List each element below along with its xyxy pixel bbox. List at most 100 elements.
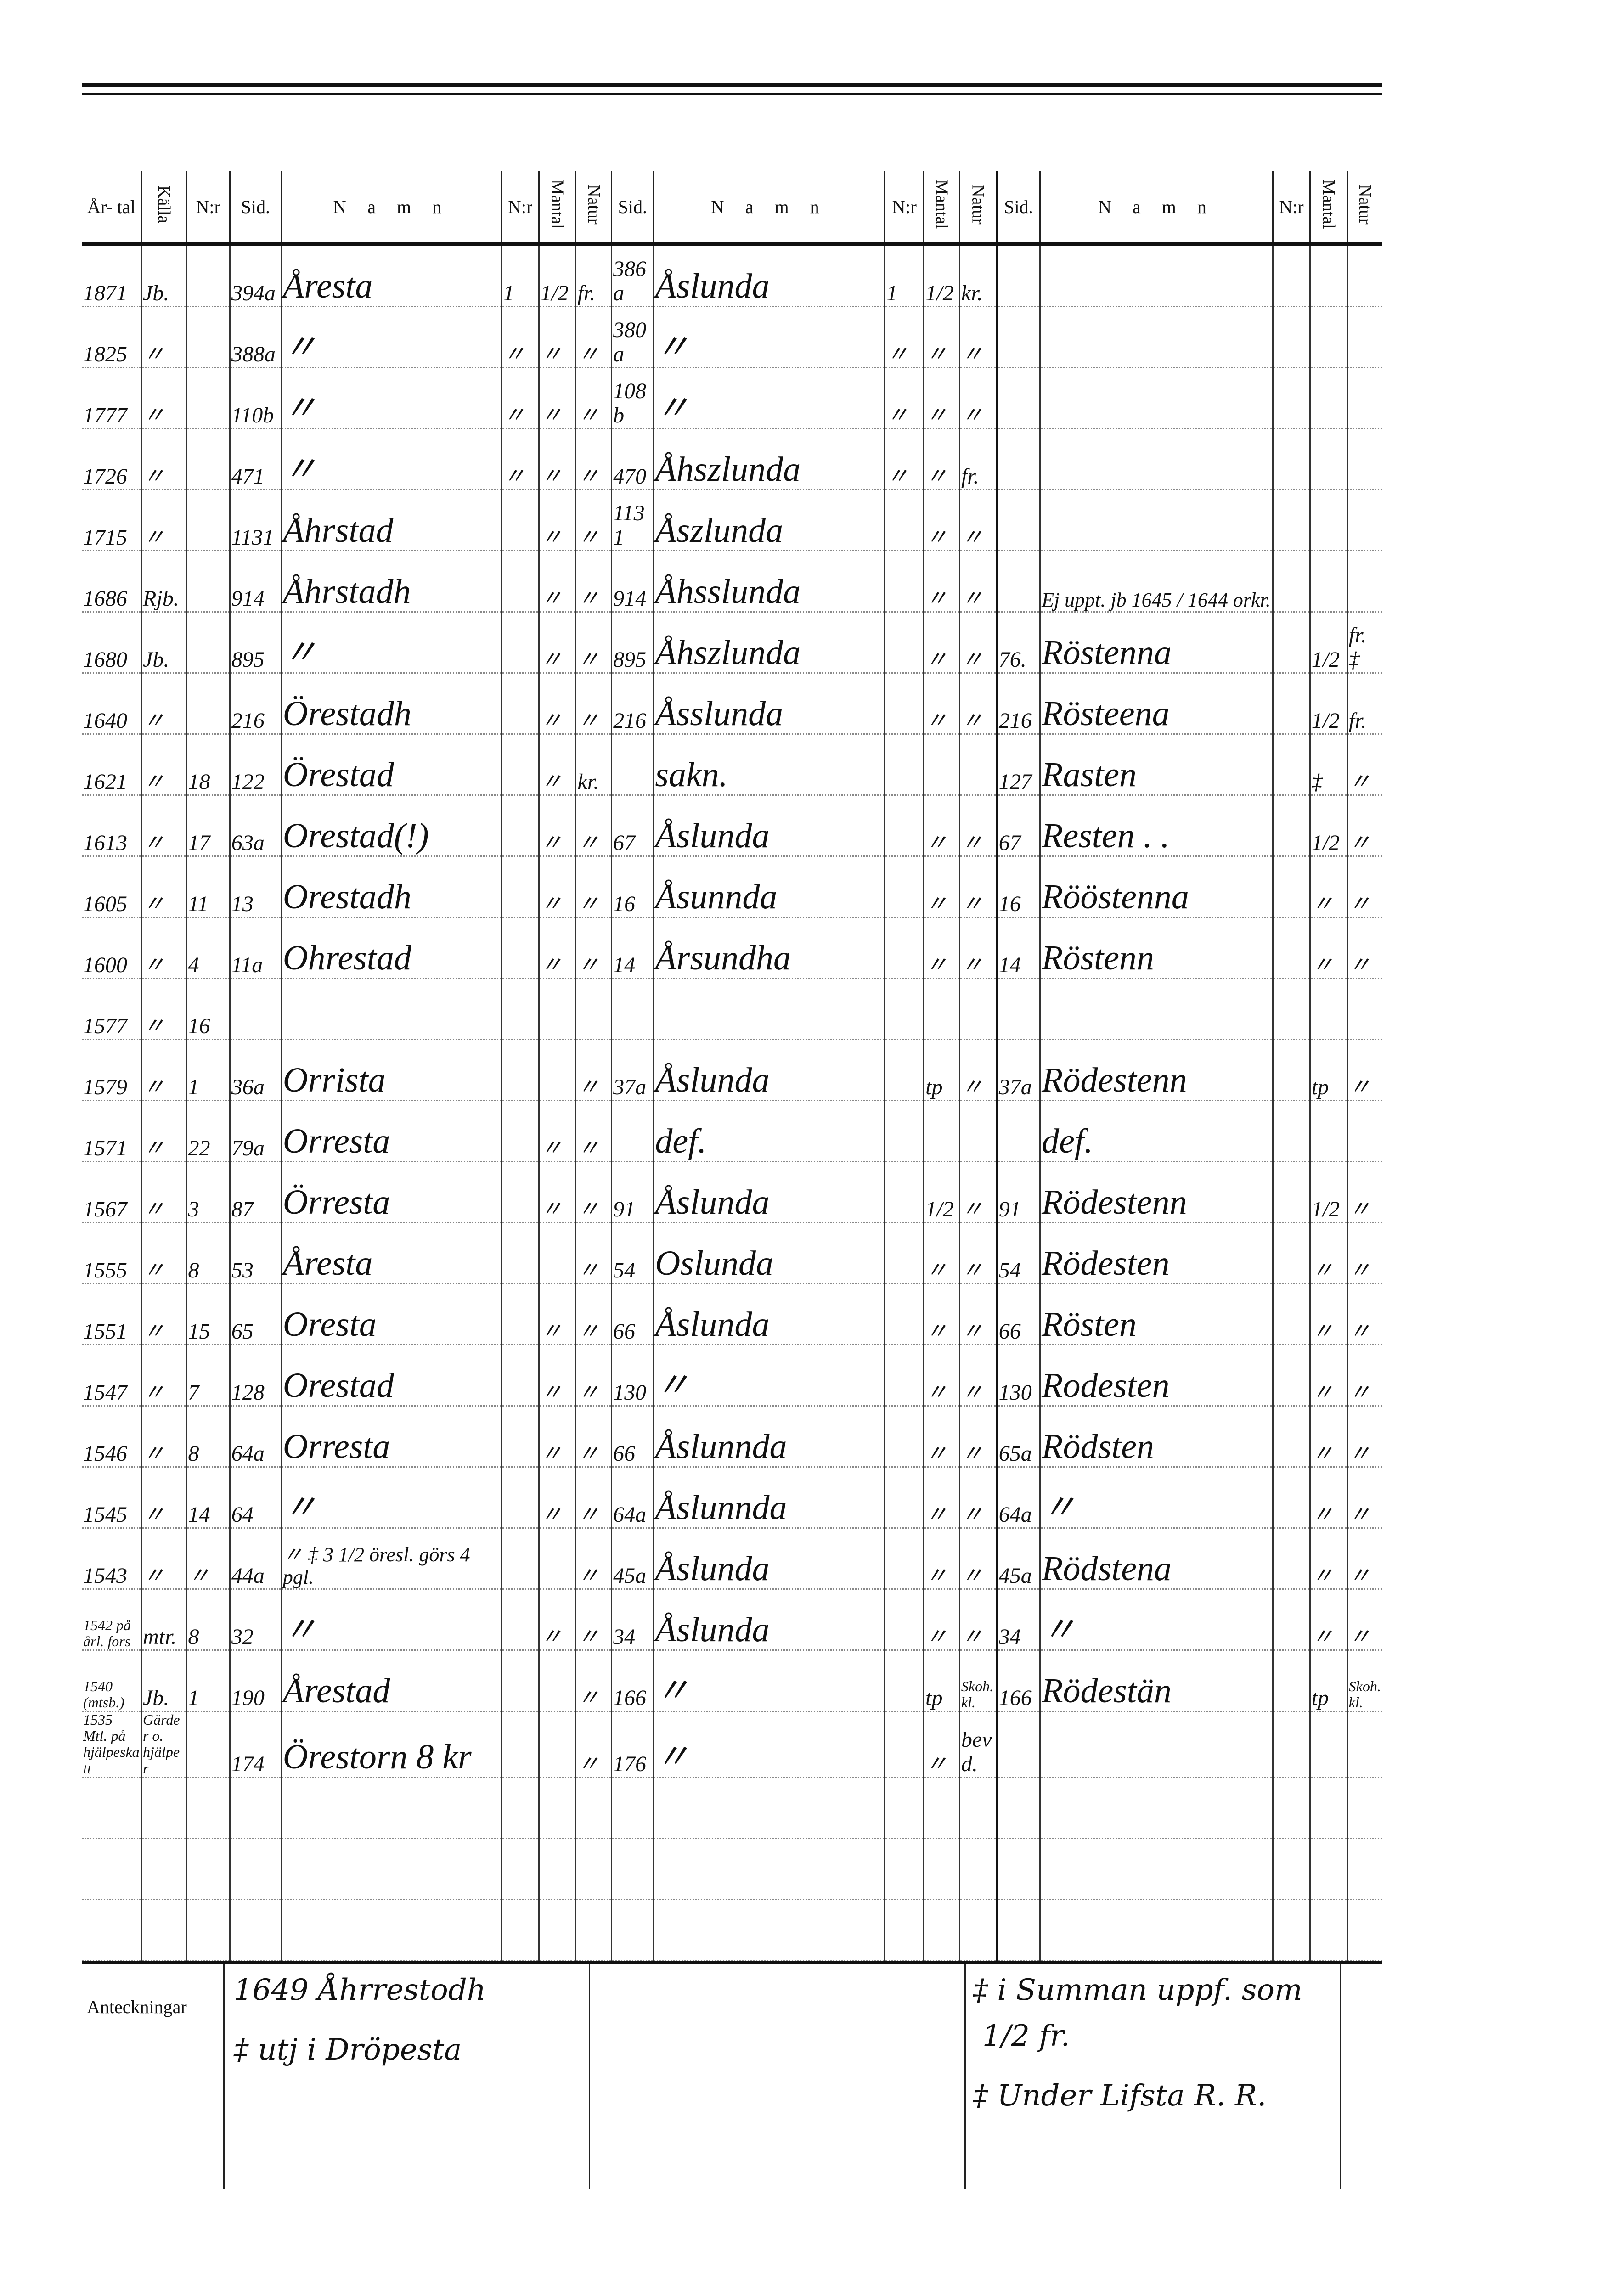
cell-mantal: 1/2 — [1309, 795, 1347, 857]
cell-natur: 〃 — [958, 367, 997, 429]
table-row: 1600 〃 4 11a Ohrestad 〃〃 14 Årsundha 〃〃 14 Röstenn… — [82, 917, 1382, 979]
cell-natur: Skoh. kl. — [1346, 1650, 1382, 1712]
cell-kalla: Jb. — [141, 244, 186, 307]
cell-kalla: mtr. — [141, 1589, 186, 1651]
cell-natur: fr. — [1346, 673, 1382, 735]
cell-sid: 67 — [611, 795, 654, 857]
table-row: 1542 på årl. fors mtr. 8 32 〃〃〃 34 Åslunda 〃〃 34… — [82, 1589, 1382, 1651]
cell-kalla: 〃 — [141, 1345, 186, 1407]
cell-natur: 〃 — [958, 673, 997, 735]
cell-natur: fr. ‡ — [1346, 612, 1382, 674]
cell-namn — [280, 1899, 502, 1961]
cell-nr — [501, 612, 539, 674]
cell-natur: 〃 — [958, 1222, 997, 1284]
cell-natur: 〃 — [958, 612, 997, 674]
cell-mantal: 〃 — [923, 490, 960, 551]
table-row: 1546 〃 8 64a Orresta 〃〃 66 Åslunnda 〃〃 65a Rödsten… — [82, 1406, 1382, 1468]
cell-sid — [611, 1100, 654, 1162]
cell-mantal: 〃 — [923, 795, 960, 857]
cell-natur — [1346, 1100, 1382, 1162]
table-row: 1871 Jb. 394a Åresta 1 1/2 fr. 386a Åslunda 1 1/2 k… — [82, 244, 1382, 307]
table-row: 1715 〃 1131 Åhrstad 〃〃 1131 Åszlunda 〃〃 — [82, 490, 1382, 551]
cell-nr — [884, 551, 924, 613]
cell-artal: 1726 — [82, 428, 141, 490]
cell-natur: 〃 — [958, 856, 997, 918]
cell-sid: 63a — [229, 795, 282, 857]
cell-nr — [501, 1838, 539, 1900]
cell-nr — [1272, 1838, 1310, 1900]
cell-nr — [1272, 1406, 1310, 1468]
cell-natur: 〃 — [575, 1467, 612, 1529]
cell-sid — [995, 367, 1040, 429]
cell-sid — [995, 1899, 1040, 1961]
cell-nr — [884, 1100, 924, 1162]
cell-natur: 〃 — [958, 1283, 997, 1345]
table-row: 1680 Jb. 895 〃〃〃 895 Åhszlunda 〃〃 76. Röstenna 1/… — [82, 612, 1382, 674]
cell-nr — [884, 1467, 924, 1529]
cell-nr — [501, 1039, 539, 1101]
cell-namn — [1039, 1838, 1273, 1900]
cell-namn: Orestadh — [280, 856, 502, 918]
cell-namn: Örestorn 8 kr — [280, 1711, 502, 1778]
cell-kalla — [141, 1838, 186, 1900]
cell-nr — [501, 673, 539, 735]
cell-nr — [884, 1711, 924, 1778]
cell-kalla: Jb. — [141, 612, 186, 674]
cell-sid — [995, 1777, 1040, 1839]
cell-namn: Oslunda — [653, 1222, 885, 1284]
cell-mantal: ‡ — [1309, 734, 1347, 796]
cell-mantal: 〃 — [923, 1406, 960, 1468]
cell-namn: Orestad — [280, 1345, 502, 1407]
cell-natur: 〃 — [575, 1283, 612, 1345]
cell-nr — [186, 244, 230, 307]
cell-mantal — [1309, 428, 1347, 490]
cell-sid: 110b — [229, 367, 282, 429]
cell-natur: 〃 — [575, 1039, 612, 1101]
cell-mantal: 〃 — [538, 856, 576, 918]
cell-nr — [1272, 1345, 1310, 1407]
table-row: 1540 (mtsb.) Jb. 1 190 Årestad 〃 166 〃 tp Skoh. k… — [82, 1650, 1382, 1712]
cell-kalla: 〃 — [141, 795, 186, 857]
cell-kalla — [141, 1777, 186, 1839]
cell-namn: Åslunda — [653, 1039, 885, 1101]
cell-nr — [186, 306, 230, 368]
divider — [964, 1964, 966, 2189]
cell-kalla: 〃 — [141, 1039, 186, 1101]
cell-natur: 〃 — [575, 428, 612, 490]
cell-natur — [575, 1838, 612, 1900]
cell-artal: 1571 — [82, 1100, 141, 1162]
cell-mantal — [1309, 978, 1347, 1040]
cell-nr: 〃 — [884, 428, 924, 490]
cell-nr — [884, 917, 924, 979]
cell-natur — [1346, 428, 1382, 490]
cell-namn — [1039, 244, 1273, 307]
cell-artal: 1540 (mtsb.) — [82, 1650, 141, 1712]
cell-mantal: tp — [923, 1650, 960, 1712]
cell-namn — [1039, 978, 1273, 1040]
cell-nr — [1272, 1222, 1310, 1284]
col-namn: N a m n — [280, 171, 502, 246]
cell-mantal — [538, 1838, 576, 1900]
cell-mantal: 1/2 — [1309, 612, 1347, 674]
cell-sid — [995, 490, 1040, 551]
cell-namn: Åhrstad — [280, 490, 502, 551]
cell-nr — [884, 612, 924, 674]
cell-natur — [958, 1100, 997, 1162]
cell-mantal: 〃 — [538, 1406, 576, 1468]
cell-natur: 〃 — [958, 551, 997, 613]
cell-nr — [186, 1711, 230, 1778]
cell-mantal: 〃 — [923, 612, 960, 674]
cell-artal: 1715 — [82, 490, 141, 551]
cell-sid: 166 — [995, 1650, 1040, 1712]
cell-nr: 8 — [186, 1589, 230, 1651]
cell-artal: 1542 på årl. fors — [82, 1589, 141, 1651]
cell-sid: 87 — [229, 1161, 282, 1223]
cell-namn: Åresta — [280, 1222, 502, 1284]
cell-natur: 〃 — [1346, 795, 1382, 857]
cell-mantal: 〃 — [923, 917, 960, 979]
cell-mantal: 〃 — [538, 1161, 576, 1223]
cell-mantal — [1309, 1711, 1347, 1778]
cell-nr — [1272, 673, 1310, 735]
cell-natur: 〃 — [575, 1711, 612, 1778]
cell-nr — [884, 1899, 924, 1961]
